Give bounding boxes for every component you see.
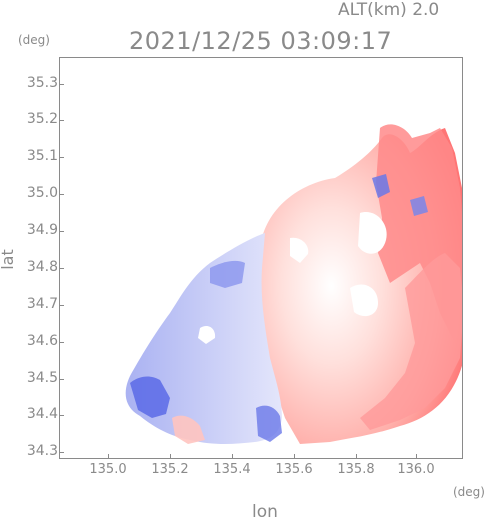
y-tick-label: 35.3: [26, 75, 58, 91]
x-tick-mark: [108, 454, 109, 459]
x-tick-label: 135.2: [151, 462, 189, 477]
x-tick-label: 135.6: [275, 462, 313, 477]
y-tick-mark: [59, 268, 64, 269]
x-unit-label: (deg): [453, 485, 485, 499]
y-tick-label: 34.4: [26, 406, 58, 422]
timestamp-title: 2021/12/25 03:09:17: [129, 27, 393, 55]
y-tick-mark: [59, 379, 64, 380]
echo-strong-away-band: [360, 253, 462, 430]
y-unit-label: (deg): [18, 33, 50, 47]
y-tick-mark: [59, 84, 64, 85]
echo-dark-toward-1: [130, 376, 170, 418]
y-tick-mark: [59, 231, 64, 232]
radar-plot-area[interactable]: [59, 57, 463, 459]
y-tick-label: 35.1: [26, 148, 58, 164]
y-tick-label: 34.5: [26, 370, 58, 386]
echo-dark-toward-2: [210, 260, 245, 288]
y-tick-label: 35.0: [26, 185, 58, 201]
echo-gap-4: [198, 326, 216, 344]
y-tick-mark: [59, 452, 64, 453]
y-tick-label: 34.3: [26, 443, 58, 459]
y-tick-mark: [59, 415, 64, 416]
echo-dark-toward-3: [256, 405, 282, 442]
echo-gap-2: [358, 212, 387, 254]
y-tick-label: 35.2: [26, 111, 58, 127]
x-tick-label: 135.8: [337, 462, 375, 477]
echo-dark-toward-4: [372, 174, 390, 198]
echo-gap-3: [350, 284, 378, 317]
y-axis-label: lat: [0, 249, 17, 270]
echo-light-away-sw: [172, 415, 205, 444]
x-tick-mark: [294, 454, 295, 459]
y-tick-mark: [59, 305, 64, 306]
x-tick-mark: [416, 454, 417, 459]
y-tick-mark: [59, 342, 64, 343]
y-tick-mark: [59, 194, 64, 195]
y-tick-mark: [59, 120, 64, 121]
y-tick-label: 34.7: [26, 296, 58, 312]
echo-gap-1: [290, 237, 309, 263]
x-tick-label: 135.4: [213, 462, 251, 477]
y-tick-label: 34.9: [26, 222, 58, 238]
x-tick-mark: [170, 454, 171, 459]
y-tick-label: 34.8: [26, 259, 58, 275]
x-tick-mark: [356, 454, 357, 459]
x-tick-label: 135.0: [89, 462, 127, 477]
radar-velocity-field: [125, 124, 462, 444]
echo-dark-toward-5: [410, 196, 428, 216]
x-tick-label: 136.0: [397, 462, 435, 477]
x-axis-label: lon: [252, 502, 278, 522]
altitude-label: ALT(km) 2.0: [338, 0, 440, 20]
y-tick-label: 34.6: [26, 333, 58, 349]
x-tick-mark: [232, 454, 233, 459]
y-tick-mark: [59, 157, 64, 158]
